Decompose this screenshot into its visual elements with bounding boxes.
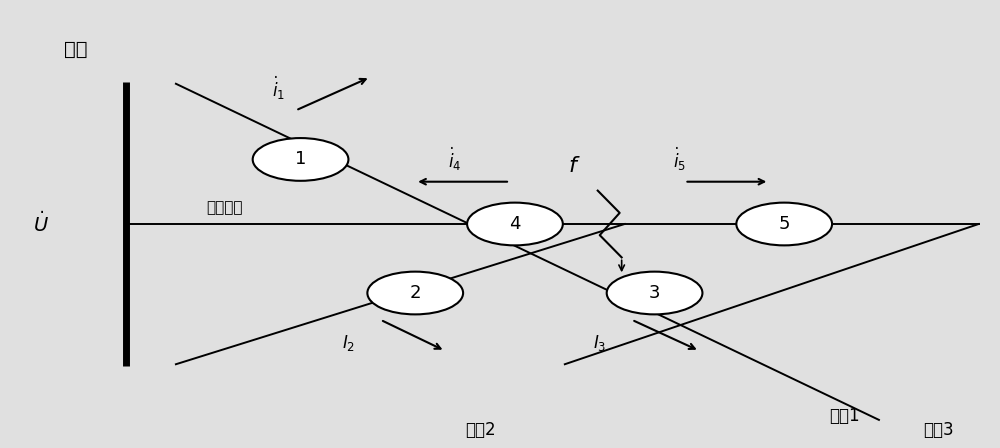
Text: 2: 2 — [409, 284, 421, 302]
Circle shape — [607, 271, 702, 314]
Text: $\dot{i}_1$: $\dot{i}_1$ — [272, 74, 286, 102]
Text: 分支1: 分支1 — [829, 407, 859, 425]
Text: $\dot{i}_4$: $\dot{i}_4$ — [448, 146, 462, 173]
Text: 5: 5 — [778, 215, 790, 233]
Text: $\dot{U}$: $\dot{U}$ — [33, 212, 49, 236]
Circle shape — [253, 138, 348, 181]
Text: 母线: 母线 — [64, 40, 88, 59]
Text: 4: 4 — [509, 215, 521, 233]
Circle shape — [367, 271, 463, 314]
Text: $\dot{i}_5$: $\dot{i}_5$ — [673, 146, 686, 173]
Text: $f$: $f$ — [568, 156, 581, 176]
Text: $I_3$: $I_3$ — [593, 333, 607, 353]
Text: 1: 1 — [295, 151, 306, 168]
Text: 3: 3 — [649, 284, 660, 302]
Text: 分支3: 分支3 — [923, 421, 954, 439]
Text: 输电线路: 输电线路 — [206, 200, 242, 215]
Circle shape — [736, 202, 832, 246]
Circle shape — [467, 202, 563, 246]
Text: 分支2: 分支2 — [465, 421, 495, 439]
Text: $I_2$: $I_2$ — [342, 333, 355, 353]
